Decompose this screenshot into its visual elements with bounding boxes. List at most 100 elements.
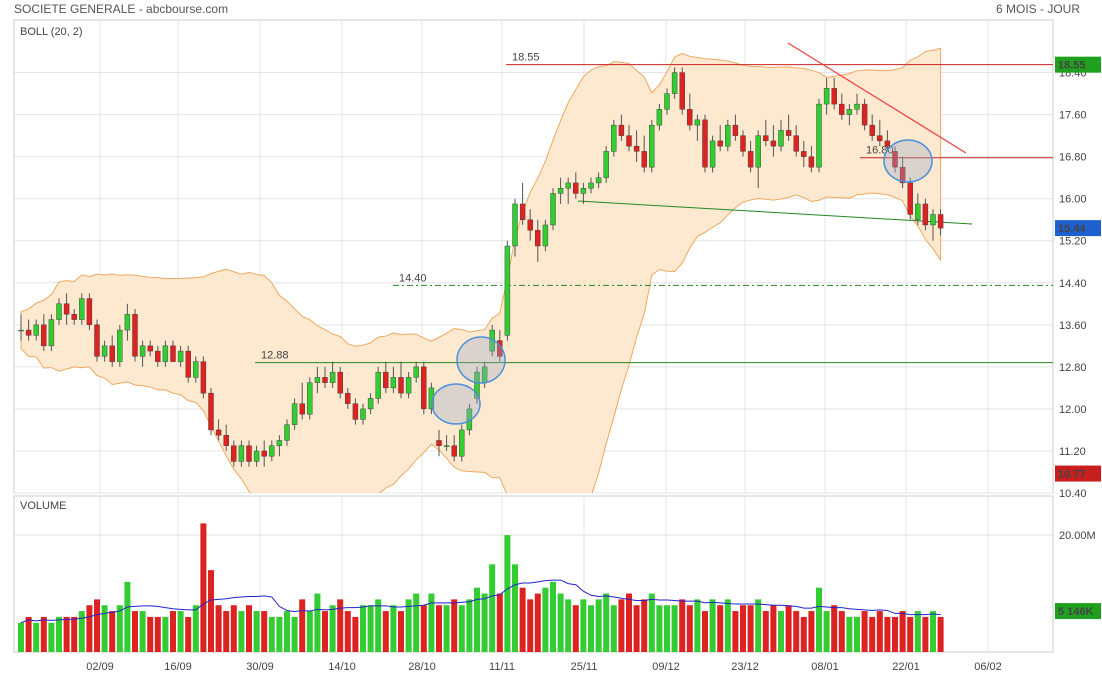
volume-bar: [185, 616, 192, 652]
volume-average-line: [20, 579, 941, 624]
candle-body: [839, 103, 845, 115]
candle: [823, 77, 830, 115]
candle-body: [725, 124, 731, 147]
candle-body: [785, 130, 792, 136]
candle: [588, 177, 594, 194]
volume-bar: [580, 599, 587, 652]
candle-body: [284, 424, 290, 441]
y-tick-label: 13.60: [1059, 320, 1087, 332]
candle-body: [33, 324, 39, 336]
candle-body: [831, 88, 837, 105]
candle: [694, 114, 701, 141]
volume-bar: [124, 581, 131, 652]
volume-bar: [542, 587, 549, 652]
candle-body: [109, 345, 115, 362]
candle-body: [588, 182, 594, 189]
candle-body: [246, 445, 252, 462]
volume-bar: [337, 599, 344, 652]
candle-body: [755, 135, 761, 168]
volume-bar: [717, 605, 724, 652]
candle-body: [345, 392, 351, 404]
candle: [861, 98, 868, 131]
candle-body: [763, 135, 769, 142]
candle-body: [603, 151, 609, 178]
volume-bar: [344, 611, 351, 652]
candle-body: [25, 329, 32, 336]
candle: [937, 209, 944, 236]
volume-bar: [671, 605, 678, 652]
candle-body: [527, 219, 533, 231]
candle-body: [307, 382, 313, 415]
volume-bar: [793, 611, 800, 652]
candle: [717, 125, 723, 152]
candle: [428, 382, 435, 415]
level-label: 18.55: [512, 52, 540, 64]
volume-bar: [428, 593, 435, 652]
candle: [816, 98, 822, 173]
candle: [33, 319, 39, 341]
candle-body: [231, 445, 237, 462]
candle-body: [139, 345, 146, 357]
y-tick-label: 17.60: [1059, 110, 1087, 122]
candle-body: [595, 177, 602, 184]
volume-bar: [413, 593, 420, 652]
candle: [519, 182, 526, 225]
volume-bar: [101, 605, 108, 652]
candle-body: [337, 371, 343, 394]
high-price-tag: 18.55: [1058, 60, 1086, 72]
volume-bar: [914, 611, 921, 652]
candle-body: [291, 403, 298, 425]
volume-bar: [907, 616, 914, 652]
candle: [25, 319, 32, 341]
candle: [793, 125, 799, 157]
candle-body: [770, 140, 777, 147]
volume-bar: [360, 605, 366, 652]
volume-bar: [633, 605, 640, 652]
support-trendline: [577, 200, 973, 225]
candle: [603, 146, 609, 183]
volume-bar: [656, 605, 663, 652]
candle-body: [41, 324, 47, 347]
volume-bar: [246, 605, 252, 652]
candle: [877, 119, 883, 147]
candle: [375, 366, 381, 404]
candle: [41, 314, 47, 352]
candle-body: [656, 109, 663, 126]
candle-body: [709, 140, 716, 168]
candle: [360, 403, 366, 425]
candle-body: [557, 187, 564, 194]
low-price-tag-bg: [1055, 465, 1101, 482]
candle-body: [18, 329, 24, 332]
candle: [595, 172, 602, 189]
y-tick-label: 16.80: [1059, 152, 1087, 164]
high-price-tag-bg: [1055, 56, 1101, 73]
candle-body: [322, 377, 328, 383]
candle-body: [132, 314, 138, 357]
volume-bar: [443, 605, 450, 652]
x-tick-label: 30/09: [246, 661, 274, 673]
candle-body: [694, 119, 701, 126]
volume-bar: [230, 605, 237, 652]
bollinger-label: BOLL (20, 2): [20, 26, 83, 38]
candle: [345, 387, 351, 409]
volume-bar: [94, 599, 100, 652]
candle-body: [816, 103, 822, 168]
candle: [884, 130, 891, 152]
candle-body: [367, 398, 374, 410]
volume-bar: [458, 605, 465, 652]
candle: [109, 335, 115, 367]
candle: [785, 114, 792, 141]
candle-body: [907, 182, 913, 215]
candle-body: [443, 445, 450, 447]
candle-body: [56, 303, 62, 320]
candle: [101, 340, 108, 362]
candle: [246, 440, 252, 467]
y-tick-label: 12.80: [1059, 362, 1087, 374]
candle: [48, 314, 55, 352]
candle: [656, 104, 663, 131]
x-tick-label: 09/12: [652, 661, 680, 673]
volume-bar: [504, 535, 511, 652]
volume-bar: [899, 611, 906, 652]
candle: [770, 125, 777, 157]
candle: [504, 240, 511, 341]
